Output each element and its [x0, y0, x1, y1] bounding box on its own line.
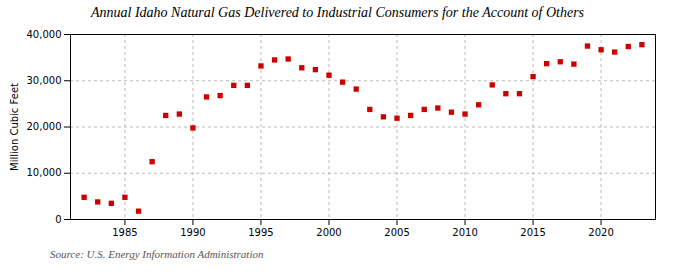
- html-text:Annual Idaho Natural Gas Deliv: Annual Idaho Natural Gas Delivered to In…: [91, 5, 584, 20]
- svg-text:30,000: 30,000: [27, 75, 62, 86]
- svg-text:20,000: 20,000: [27, 121, 62, 132]
- svg-text:1990: 1990: [180, 227, 205, 238]
- svg-text:0: 0: [55, 214, 61, 225]
- html-text:Source: U.S. Energy Informatio: Source: U.S. Energy Information Administ…: [50, 248, 264, 260]
- svg-text:2005: 2005: [384, 227, 409, 238]
- svg-text:2020: 2020: [588, 227, 613, 238]
- svg-text:Million Cubic Feet: Million Cubic Feet: [9, 83, 20, 171]
- svg-text:2000: 2000: [316, 227, 341, 238]
- svg-text:2010: 2010: [452, 227, 477, 238]
- svg-text:1995: 1995: [248, 227, 273, 238]
- svg-text:10,000: 10,000: [27, 167, 62, 178]
- svg-text:2015: 2015: [520, 227, 545, 238]
- svg-text:1985: 1985: [112, 227, 137, 238]
- svg-text:40,000: 40,000: [27, 29, 62, 40]
